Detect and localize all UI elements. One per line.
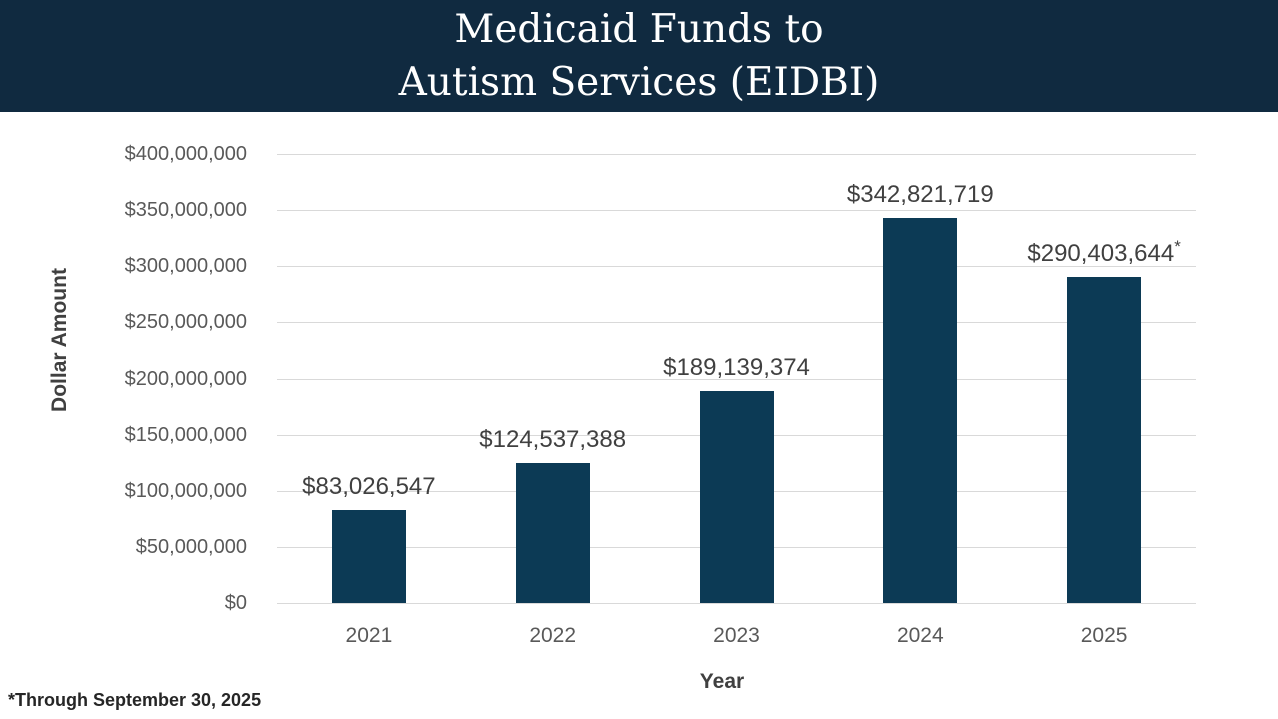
data-label-2024: $342,821,719 bbox=[846, 181, 994, 209]
y-tick-label: $300,000,000 bbox=[124, 255, 247, 278]
y-tick-label: $50,000,000 bbox=[135, 535, 247, 558]
y-tick-label: $350,000,000 bbox=[124, 199, 247, 222]
footnote-marker: * bbox=[1174, 237, 1181, 257]
data-label-2021: $83,026,547 bbox=[302, 472, 436, 500]
footnote: *Through September 30, 2025 bbox=[8, 690, 262, 710]
bar-2023 bbox=[699, 390, 774, 603]
data-label-2022: $124,537,388 bbox=[479, 426, 627, 454]
data-label-2023: $189,139,374 bbox=[663, 353, 810, 381]
y-axis-title: Dollar Amount bbox=[48, 268, 71, 412]
chart-title-line-1: Medicaid Funds to bbox=[454, 7, 824, 52]
y-tick-label: $200,000,000 bbox=[124, 367, 247, 390]
x-tick-label-2025: 2025 bbox=[1080, 624, 1128, 647]
gridline bbox=[277, 154, 1196, 155]
bar-2021 bbox=[331, 509, 406, 603]
y-tick-label: $150,000,000 bbox=[124, 423, 247, 446]
bar-2022 bbox=[515, 463, 590, 603]
gridline bbox=[277, 266, 1196, 268]
bar-2025 bbox=[1067, 277, 1142, 603]
chart-title-line-2: Autism Services (EIDBI) bbox=[398, 60, 880, 105]
x-tick-label-2023: 2023 bbox=[713, 624, 760, 647]
data-label-2025: $290,403,644* bbox=[1027, 237, 1181, 268]
gridline bbox=[277, 378, 1196, 380]
bar-chart: $0 $50,000,000 $100,000,000 $150,000,000 $20… bbox=[0, 112, 1278, 719]
gridline bbox=[277, 210, 1196, 212]
bar-2024 bbox=[883, 218, 958, 603]
y-tick-label: $0 bbox=[224, 592, 247, 614]
y-tick-label: $250,000,000 bbox=[124, 311, 247, 334]
slide-header: Medicaid Funds to Autism Services (EIDBI… bbox=[0, 0, 1278, 112]
gridline bbox=[277, 322, 1196, 324]
gridline bbox=[277, 603, 1196, 604]
x-axis-title: Year bbox=[699, 670, 745, 693]
x-tick-label-2024: 2024 bbox=[896, 624, 944, 647]
x-tick-label-2022: 2022 bbox=[529, 624, 577, 647]
x-tick-label-2021: 2021 bbox=[345, 624, 393, 647]
y-tick-label: $400,000,000 bbox=[124, 143, 247, 165]
y-tick-label: $100,000,000 bbox=[124, 479, 247, 502]
